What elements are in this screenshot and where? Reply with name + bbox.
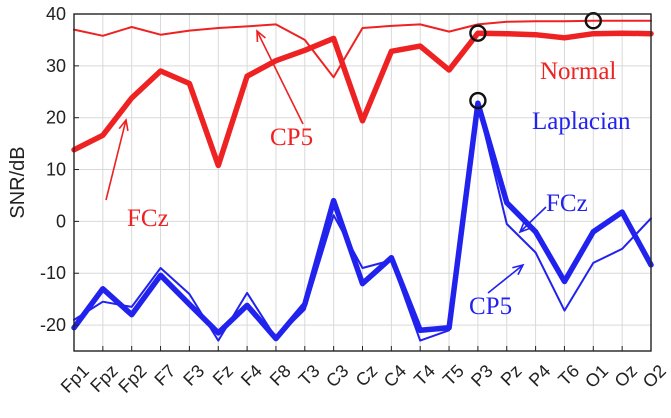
cp5-normal-arrow-head — [256, 29, 266, 43]
x-tick-label: F4 — [237, 361, 266, 390]
series-layer — [71, 19, 654, 342]
normal-group-label: Normal — [540, 58, 616, 85]
y-tick-label: 40 — [46, 4, 66, 24]
series-line-normal-cp5 — [73, 19, 652, 79]
x-tick-label: Fz — [209, 361, 237, 389]
x-tick-label: P3 — [467, 361, 497, 391]
fcz-laplacian-arrow-shaft — [519, 206, 547, 233]
y-tick-label: 10 — [46, 160, 66, 180]
grid-lines — [73, 13, 652, 351]
y-tick-label: 30 — [46, 56, 66, 76]
y-tick-label: 20 — [46, 108, 66, 128]
x-tick-label: C3 — [322, 361, 352, 391]
x-tick-label: O1 — [581, 361, 612, 392]
cp5-laplacian-arrow-shaft — [487, 264, 524, 294]
annotation-arrows — [105, 29, 547, 294]
series-line-normal-fcz — [71, 30, 654, 169]
y-axis-label: SNR/dB — [7, 146, 29, 218]
peak-marker-circle — [584, 12, 602, 30]
x-tick-label: F7 — [150, 361, 179, 390]
cp5-laplacian-annotation: CP5 — [469, 293, 512, 320]
y-tick-label: -10 — [40, 263, 66, 283]
x-tick-label: Fp2 — [114, 361, 150, 397]
marker-layer — [469, 12, 602, 110]
x-tick-label: T6 — [554, 361, 583, 390]
peak-marker-circle — [469, 24, 487, 42]
x-tick-label: Oz — [611, 361, 641, 391]
x-tick-label: Pz — [497, 361, 526, 390]
fcz-laplacian-annotation: FCz — [546, 190, 588, 217]
cp5-normal-annotation: CP5 — [270, 124, 313, 151]
cp5-normal-arrow-shaft — [256, 30, 304, 125]
fcz-normal-arrow-head — [118, 118, 129, 131]
fcz-normal-arrow-shaft — [105, 119, 127, 201]
x-tick-label: Fp1 — [57, 361, 93, 397]
plot-frame — [73, 13, 652, 352]
x-tick-label: F3 — [179, 361, 208, 390]
x-tick-label: T4 — [410, 361, 439, 390]
cp5-laplacian-arrow-head — [512, 263, 525, 276]
x-tick-label: Cz — [352, 361, 382, 391]
laplacian-group-label: Laplacian — [532, 108, 631, 135]
x-tick-label: C4 — [380, 361, 410, 391]
x-tick-label: T3 — [295, 361, 324, 390]
x-tick-label: Fpz — [86, 361, 121, 396]
x-tick-label: F8 — [266, 361, 295, 390]
y-tick-label: -20 — [40, 315, 66, 335]
x-tick-label: O2 — [639, 361, 670, 392]
y-tick-label: 0 — [56, 211, 66, 231]
peak-marker-circle — [469, 91, 487, 110]
series-line-laplacian-fcz — [71, 100, 654, 342]
series-line-laplacian-cp5 — [73, 103, 652, 342]
fcz-normal-annotation: FCz — [127, 205, 169, 232]
fcz-laplacian-arrow-head — [518, 221, 531, 234]
x-tick-label: T5 — [439, 361, 468, 390]
x-tick-label: P4 — [525, 361, 555, 391]
